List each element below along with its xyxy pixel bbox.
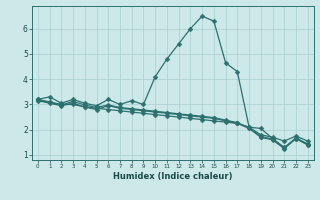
X-axis label: Humidex (Indice chaleur): Humidex (Indice chaleur) — [113, 172, 233, 181]
